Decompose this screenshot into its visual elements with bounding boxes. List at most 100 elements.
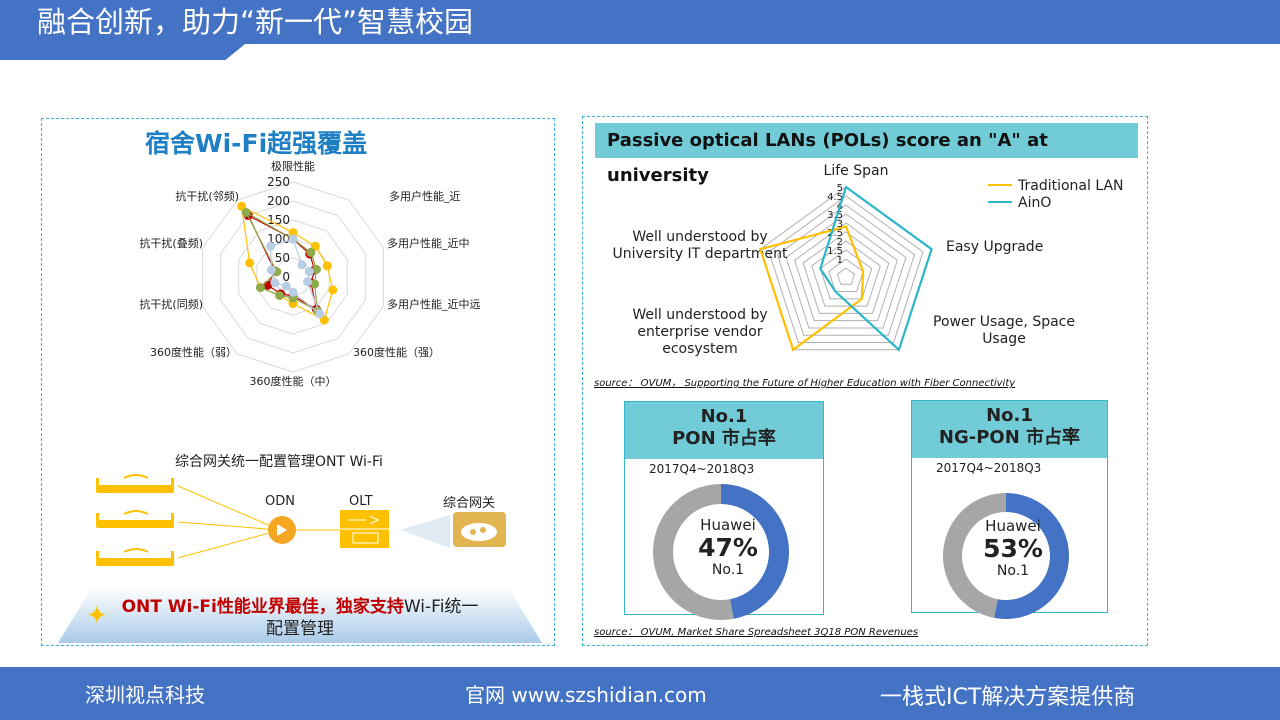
axis-label: University IT department [612,246,788,262]
network-diagram [96,474,506,566]
tick-label: 200 [267,194,290,208]
banner-red-text: ONT Wi-Fi性能业界最佳，独家支持 [121,597,404,617]
wifi-title: 宿舍Wi-Fi超强覆盖 [145,129,368,158]
data-point [245,258,255,268]
axis-label: Usage [982,331,1026,347]
data-point [302,277,312,287]
grid-ring [819,249,873,300]
axis-label: enterprise vendor [637,324,762,340]
pol-title: Passive optical LANs (POLs) score an "A"… [595,123,1138,186]
odn-label: ODN [265,494,295,509]
axis-label: 多用户性能_近中 [387,236,470,250]
data-point [310,279,320,289]
data-point [266,241,276,251]
source-note-2: source： OVUM, Market Share Spreadsheet 3… [594,627,919,638]
axis-label: 抗干扰(叠频) [139,236,203,250]
data-point [322,261,332,271]
grid-ring [794,222,898,322]
axis-label: Easy Upgrade [946,239,1043,255]
data-point [311,264,321,274]
tick-label: 50 [275,251,290,265]
header-tab-decoration [0,44,245,60]
tick-label: 4.5 [827,192,843,203]
grid-ring [802,231,890,314]
ngpon-card-header: No.1 NG-PON 市占率 [912,401,1107,458]
ngpon-card: No.1 NG-PON 市占率 2017Q4~2018Q3 [911,400,1108,613]
banner-line2: 配置管理 [266,619,334,639]
tick-label: 2 [837,237,843,248]
grid-ring [836,267,856,285]
card-line1: No.1 [986,405,1033,426]
legend-label: Traditional LAN [1017,178,1124,194]
gateway-cloud-icon [453,512,506,547]
share-pct: 53% [983,534,1043,563]
tick-label: 1.5 [827,246,843,257]
axis-label: Life Span [824,163,889,179]
axis-label: 360度性能（中） [250,374,337,388]
axis-label: Well understood by [632,229,767,245]
card-line2: PON 市占率 [672,428,776,449]
axis-label: 360度性能（弱） [150,345,237,359]
footer-website[interactable]: 官网 www.szshidian.com [465,683,707,707]
data-point [266,265,276,275]
sparkle-icon: ✦ [86,601,108,631]
data-point [281,281,291,291]
axis-label: 多用户性能_近中远 [387,297,481,311]
ngpon-donut-label: Huawei 53% No.1 [953,517,1073,579]
tick-label: 3 [837,219,843,230]
footer-company: 深圳视点科技 [85,683,205,707]
ont-router-icon [96,548,174,566]
grid-ring [828,258,864,293]
vendor: Huawei [985,517,1041,535]
ont-router-icon [96,510,174,528]
data-point [270,278,280,288]
pol-panel [582,116,1148,646]
axis-label: ecosystem [662,341,738,357]
footer-slogan: 一栈式ICT解决方案提供商 [880,685,1136,710]
tick-label: 0 [282,270,290,284]
legend-label: AinO [1018,195,1051,211]
data-point [328,285,338,295]
axis-label: Well understood by [632,307,767,323]
banner-text: ONT Wi-Fi性能业界最佳，独家支持Wi-Fi统一 配置管理 [58,596,542,640]
axis-label: Power Usage, Space [933,314,1075,330]
grid-ring [256,238,330,316]
series-line [758,225,865,352]
data-point [306,247,316,257]
data-point [275,290,285,300]
axis-label: 抗干扰(邻频) [175,189,239,203]
source-note-1: source： OVUM， Supporting the Future of H… [594,378,1016,389]
series-line [819,185,933,352]
tick-label: 250 [267,175,290,189]
data-point [241,207,251,217]
tick-label: 150 [267,213,290,227]
grid-ring [238,219,348,335]
page-title: 融合创新，助力“新一代”智慧校园 [37,5,474,39]
axis-label: 360度性能（强） [353,345,440,359]
card-line2: NG-PON 市占率 [938,427,1081,448]
tick-label: 1 [837,255,843,266]
footer-bar: 深圳视点科技 官网 www.szshidian.com 一栈式ICT解决方案提供… [0,667,1280,720]
card-period: 2017Q4~2018Q3 [936,461,1042,475]
diagram-title: 综合网关统一配置管理ONT Wi-Fi [175,454,383,470]
tick-label: 5 [837,183,843,194]
wifi-radar-chart: 050100150200250极限性能多用户性能_近多用户性能_近中多用户性能_… [139,159,481,388]
rank: No.1 [711,562,745,578]
grid-ring [785,213,907,329]
vendor: Huawei [700,516,756,534]
data-point [297,260,307,270]
wifi-panel [41,118,555,646]
axis-label: 抗干扰(同频) [139,297,203,311]
axis-label: 多用户性能_近 [389,189,461,203]
grid-ring [776,204,916,336]
pon-card: No.1 PON 市占率 2017Q4~2018Q3 [624,401,824,615]
grid-ring [202,181,384,373]
data-point [288,287,298,297]
rank: No.1 [996,563,1030,579]
share-pct: 47% [698,533,758,562]
data-point [288,228,298,238]
data-point [255,283,265,293]
data-point [315,309,325,319]
grid-ring [220,200,366,354]
